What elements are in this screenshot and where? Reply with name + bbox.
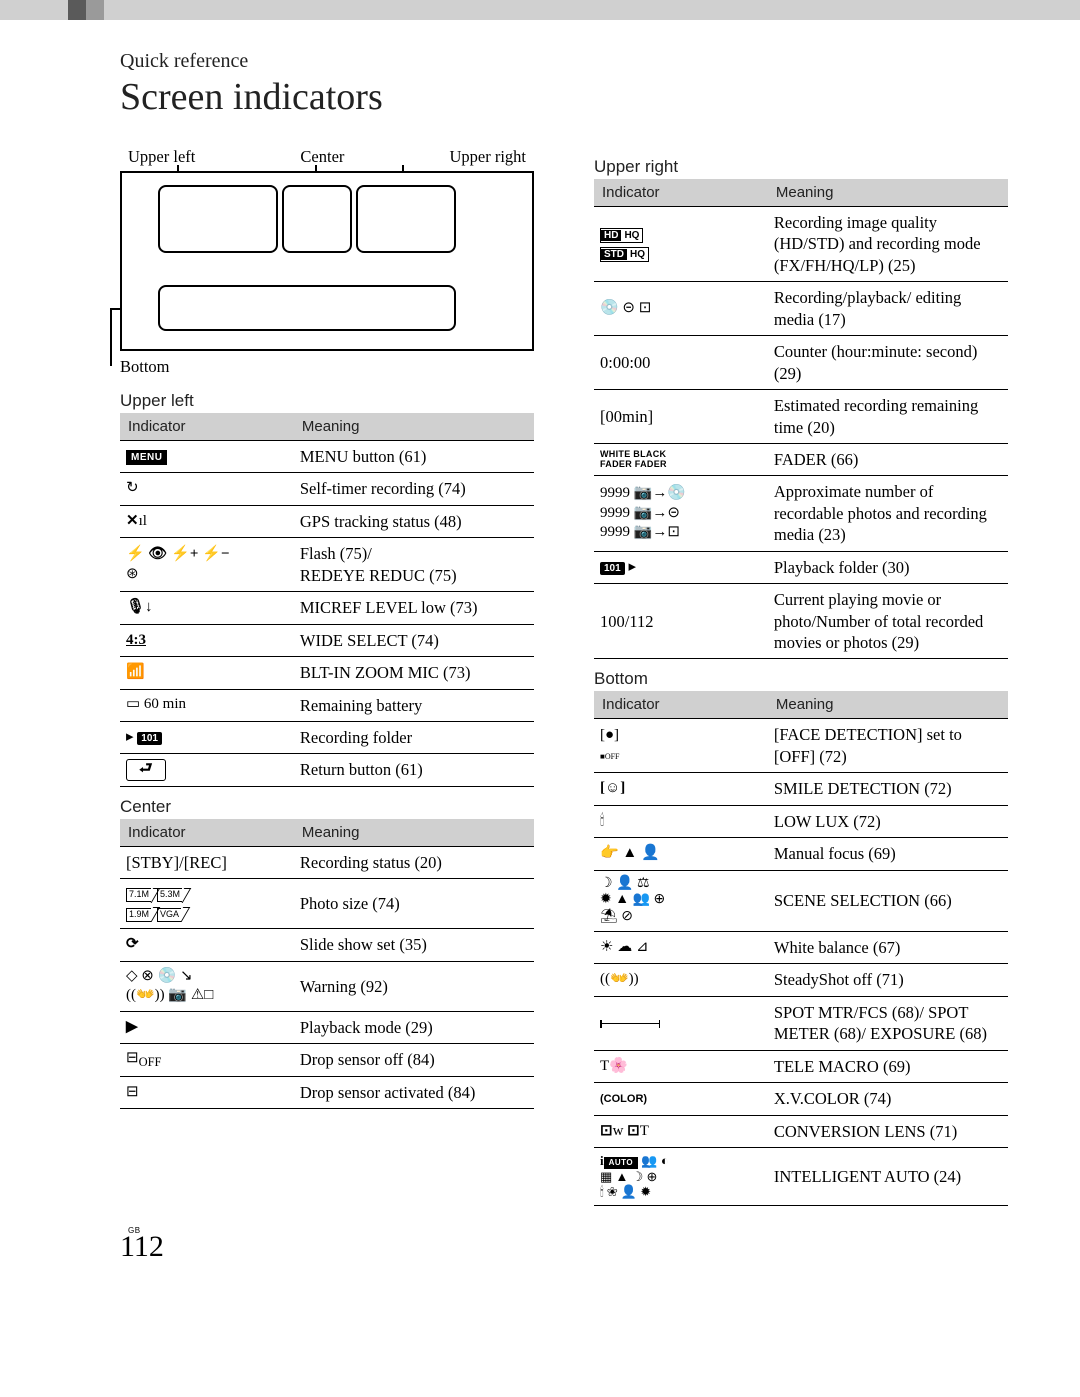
return-icon: ⮐ xyxy=(120,754,294,787)
heading-center: Center xyxy=(120,797,534,817)
table-row: (COLOR)X.V.COLOR (74) xyxy=(594,1083,1008,1115)
label-upper-right: Upper right xyxy=(449,147,526,167)
page-number: 112 xyxy=(120,1230,164,1263)
table-row: ◇ ⊗ 💿 ↘((👐)) 📷 ⚠□Warning (92) xyxy=(120,961,534,1011)
slideshow-icon: ⟳ xyxy=(120,929,294,961)
col-meaning: Meaning xyxy=(294,413,534,441)
warning-icons: ◇ ⊗ 💿 ↘((👐)) 📷 ⚠□ xyxy=(120,961,294,1011)
rec-folder-icon: ▸ 101 xyxy=(120,721,294,753)
table-row: 🕯LOW LUX (72) xyxy=(594,805,1008,837)
playback-folder-icon: 101 ▸ xyxy=(594,551,768,583)
table-row: ☀ ☁ ⊿White balance (67) xyxy=(594,932,1008,964)
label-upper-left: Upper left xyxy=(128,147,195,167)
table-row: ⟳Slide show set (35) xyxy=(120,929,534,961)
page-title: Screen indicators xyxy=(120,75,1008,119)
low-lux-icon: 🕯 xyxy=(594,805,768,837)
table-row: 100/112Current playing movie or photo/Nu… xyxy=(594,584,1008,659)
wb-icons: ☀ ☁ ⊿ xyxy=(594,932,768,964)
quality-icons: HDHQSTDHQ xyxy=(594,207,768,282)
table-row: HDHQSTDHQRecording image quality (HD/STD… xyxy=(594,207,1008,282)
table-row: [00min]Estimated recording remaining tim… xyxy=(594,390,1008,444)
table-row: 🎙↓MICREF LEVEL low (73) xyxy=(120,592,534,624)
fader-icons: WHITE BLACKFADER FADER xyxy=(594,443,768,475)
table-row: ▭ 60 minRemaining battery xyxy=(120,689,534,721)
diagram-labels: Upper left Center Upper right xyxy=(128,147,526,167)
table-row: 👉 ▲ 👤Manual focus (69) xyxy=(594,838,1008,870)
table-row: 9999 📷→💿9999 📷→⊝9999 📷→⊡Approximate numb… xyxy=(594,476,1008,551)
table-bottom: Indicator Meaning [●]■OFF[FACE DETECTION… xyxy=(594,691,1008,1205)
micref-icon: 🎙↓ xyxy=(120,592,294,624)
table-row: ⚡ 👁 ⚡+ ⚡−⊛Flash (75)/REDEYE REDUC (75) xyxy=(120,538,534,592)
xvcolor-icon: (COLOR) xyxy=(594,1083,768,1115)
table-row: ((👐))SteadyShot off (71) xyxy=(594,964,1008,996)
heading-upper-left: Upper left xyxy=(120,391,534,411)
heading-upper-right: Upper right xyxy=(594,157,1008,177)
page-footer: GB 112 xyxy=(120,1230,1008,1264)
battery-icon: ▭ 60 min xyxy=(120,689,294,721)
drop-off-icon: ⊟OFF xyxy=(120,1044,294,1076)
play-icon: ▶ xyxy=(120,1011,294,1043)
zoom-mic-icon: 📶 xyxy=(120,657,294,689)
table-row: ✕ılGPS tracking status (48) xyxy=(120,505,534,537)
table-row: ▶Playback mode (29) xyxy=(120,1011,534,1043)
header-stripe xyxy=(0,0,1080,20)
manual-focus-icons: 👉 ▲ 👤 xyxy=(594,838,768,870)
table-row: SPOT MTR/FCS (68)/ SPOT METER (68)/ EXPO… xyxy=(594,996,1008,1050)
table-row: ▸ 101Recording folder xyxy=(120,721,534,753)
table-row: 📶BLT-IN ZOOM MIC (73) xyxy=(120,657,534,689)
drop-on-icon: ⊟ xyxy=(120,1076,294,1108)
counter-fraction: 100/112 xyxy=(594,584,768,659)
conversion-lens-icons: ⊡w ⊡T xyxy=(594,1115,768,1147)
self-timer-icon: ↻ xyxy=(120,473,294,505)
table-row: iAUTO 👥 ◐▦ ▲ ☽ ⊕🕯 ❀ 👤 ✹INTELLIGENT AUTO … xyxy=(594,1148,1008,1206)
table-row: ⊡w ⊡TCONVERSION LENS (71) xyxy=(594,1115,1008,1147)
tab-marker-2 xyxy=(86,0,104,20)
table-row: 💿 ⊝ ⊡Recording/playback/ editing media (… xyxy=(594,282,1008,336)
steadyshot-icon: ((👐)) xyxy=(594,964,768,996)
menu-icon: MENU xyxy=(126,450,167,465)
media-icons: 💿 ⊝ ⊡ xyxy=(594,282,768,336)
table-row: 0:00:00Counter (hour:minute: second) (29… xyxy=(594,336,1008,390)
table-row: ⊟OFFDrop sensor off (84) xyxy=(120,1044,534,1076)
table-center: Indicator Meaning [STBY]/[REC]Recording … xyxy=(120,819,534,1109)
gb-label: GB xyxy=(128,1226,141,1235)
col-indicator: Indicator xyxy=(120,413,294,441)
gps-icon: ✕ıl xyxy=(120,505,294,537)
table-row: 4:3WIDE SELECT (74) xyxy=(120,624,534,656)
table-row: 101 ▸Playback folder (30) xyxy=(594,551,1008,583)
table-row: ☽ 👤 ⚖✹ ▲ 👥 ⊕⛱ ⊘SCENE SELECTION (66) xyxy=(594,870,1008,931)
label-center: Center xyxy=(300,147,344,167)
heading-bottom: Bottom xyxy=(594,669,1008,689)
scene-icons: ☽ 👤 ⚖✹ ▲ 👥 ⊕⛱ ⊘ xyxy=(594,870,768,931)
counter-label: 0:00:00 xyxy=(594,336,768,390)
table-row: ⊟Drop sensor activated (84) xyxy=(120,1076,534,1108)
table-row: [☺]SMILE DETECTION (72) xyxy=(594,773,1008,805)
table-row: MENUMENU button (61) xyxy=(120,441,534,473)
intelligent-auto-icons: iAUTO 👥 ◐▦ ▲ ☽ ⊕🕯 ❀ 👤 ✹ xyxy=(594,1148,768,1206)
tab-marker-1 xyxy=(68,0,86,20)
smile-icon: [☺] xyxy=(594,773,768,805)
photo-size-icons: 7.1M5.3M1.9MVGA xyxy=(120,879,294,929)
screen-diagram xyxy=(120,171,534,351)
wide-icon: 4:3 xyxy=(120,624,294,656)
stby-rec-label: [STBY]/[REC] xyxy=(120,846,294,878)
exposure-bar-icon xyxy=(594,996,768,1050)
table-row: ⮐Return button (61) xyxy=(120,754,534,787)
tele-macro-icon: T🌸 xyxy=(594,1050,768,1082)
table-upper-left: Indicator Meaning MENUMENU button (61) ↻… xyxy=(120,413,534,787)
table-row: ↻Self-timer recording (74) xyxy=(120,473,534,505)
table-row: 7.1M5.3M1.9MVGAPhoto size (74) xyxy=(120,879,534,929)
section-label: Quick reference xyxy=(120,50,1008,73)
table-row: WHITE BLACKFADER FADERFADER (66) xyxy=(594,443,1008,475)
table-row: [STBY]/[REC]Recording status (20) xyxy=(120,846,534,878)
photo-count-icons: 9999 📷→💿9999 📷→⊝9999 📷→⊡ xyxy=(594,476,768,551)
table-row: [●]■OFF[FACE DETECTION] set to [OFF] (72… xyxy=(594,719,1008,773)
face-detect-icon: [●]■OFF xyxy=(594,719,768,773)
table-row: T🌸TELE MACRO (69) xyxy=(594,1050,1008,1082)
table-upper-right: Indicator Meaning HDHQSTDHQRecording ima… xyxy=(594,179,1008,659)
remain-time-label: [00min] xyxy=(594,390,768,444)
flash-icons: ⚡ 👁 ⚡+ ⚡−⊛ xyxy=(120,538,294,592)
label-bottom: Bottom xyxy=(120,357,534,377)
